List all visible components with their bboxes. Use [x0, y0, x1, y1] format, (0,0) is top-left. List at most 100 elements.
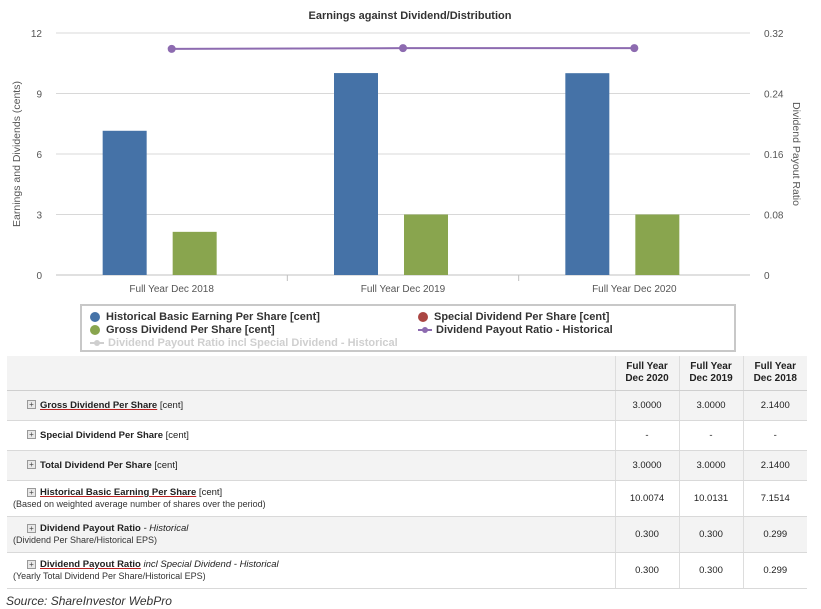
eps-bar	[565, 73, 610, 275]
table-cell: 0.300	[678, 516, 743, 553]
table-cell: 0.300	[614, 552, 679, 589]
y-tick-label: 6	[36, 150, 42, 161]
table-cell: 0.300	[678, 552, 743, 589]
column-header-dec-2020: Full Year Dec 2020	[614, 356, 679, 391]
row-label: + Gross Dividend Per Share [cent]	[7, 390, 615, 421]
y-tick-label: 0	[36, 271, 42, 282]
chart-legend: Historical Basic Earning Per Share [cent…	[80, 304, 736, 352]
legend-item-eps[interactable]: Historical Basic Earning Per Share [cent…	[90, 311, 320, 323]
row-suffix: [cent]	[157, 399, 184, 411]
table-cell: -	[614, 420, 679, 451]
table-cell: -	[742, 420, 807, 451]
chart-title: Earnings against Dividend/Distribution	[309, 10, 512, 22]
legend-item-payout-ratio[interactable]: Dividend Payout Ratio - Historical	[418, 324, 613, 336]
legend-payout-label: Dividend Payout Ratio - Historical	[436, 324, 613, 336]
row-subtext: (Dividend Per Share/Historical EPS)	[13, 535, 158, 545]
legend-payout-incl-line-icon	[90, 338, 104, 348]
payout-ratio-point	[399, 44, 407, 53]
earnings-dividend-chart: Earnings against Dividend/Distribution 0 3…	[11, 10, 802, 295]
table-row: + Total Dividend Per Share [cent] 3.0000 3.…	[7, 450, 807, 481]
expand-plus-icon[interactable]: +	[27, 430, 36, 440]
row-name[interactable]: Dividend Payout Ratio	[40, 523, 141, 534]
y-tick-label: 9	[36, 90, 42, 101]
row-label: + Historical Basic Earning Per Share [cen…	[7, 480, 615, 517]
y2-tick-label: 0.08	[764, 211, 784, 222]
y2-tick-label: 0.16	[764, 150, 784, 161]
gross-dividend-bar	[635, 214, 680, 275]
y-tick-label: 3	[36, 211, 42, 222]
source-note: Source: ShareInvestor WebPro	[6, 594, 172, 608]
column-header-dec-2019: Full Year Dec 2019	[678, 356, 743, 391]
table-cell: 0.299	[742, 516, 807, 553]
table-cell: 3.0000	[614, 390, 679, 421]
eps-bar	[102, 130, 147, 275]
row-label: + Total Dividend Per Share [cent]	[7, 450, 615, 481]
legend-payout-incl-label: Dividend Payout Ratio incl Special Divid…	[108, 337, 398, 349]
row-name[interactable]: Special Dividend Per Share	[40, 429, 164, 441]
table-cell: 2.1400	[742, 390, 807, 421]
table-row: + Dividend Payout Ratio - Historical (Divi…	[7, 516, 807, 553]
table-cell: 7.1514	[742, 480, 807, 517]
legend-special-label: Special Dividend Per Share [cent]	[434, 311, 610, 323]
y-axis-title: Earnings and Dividends (cents)	[11, 81, 23, 227]
table-cell: 3.0000	[614, 450, 679, 481]
x-tick-label: Full Year Dec 2020	[592, 284, 677, 295]
x-tick-label: Full Year Dec 2018	[129, 284, 214, 295]
y2-tick-label: 0.24	[764, 90, 784, 101]
table-header-label	[7, 356, 615, 391]
table-cell: 10.0131	[678, 480, 743, 517]
y2-tick-label: 0.32	[764, 29, 784, 40]
legend-item-payout-incl-special[interactable]: Dividend Payout Ratio incl Special Divid…	[90, 337, 398, 349]
row-suffix: [cent]	[196, 487, 223, 498]
legend-special-dot-icon	[418, 312, 428, 322]
table-row: + Special Dividend Per Share [cent] - - -	[7, 420, 807, 451]
legend-gross-dot-icon	[90, 325, 100, 335]
eps-bar	[334, 73, 378, 275]
table-cell: 10.0074	[614, 480, 679, 517]
table-row: + Dividend Payout Ratio incl Special Divi…	[7, 552, 807, 589]
row-name[interactable]: Historical Basic Earning Per Share	[40, 487, 197, 498]
table-cell: -	[678, 420, 743, 451]
table-row: + Historical Basic Earning Per Share [cen…	[7, 480, 807, 517]
x-tick-label: Full Year Dec 2019	[361, 284, 446, 295]
row-suffix: [cent]	[163, 429, 189, 441]
expand-plus-icon[interactable]: +	[27, 400, 36, 410]
dividend-table: Full Year Dec 2020 Full Year Dec 2019 Full…	[7, 356, 807, 589]
row-subtext: (Based on weighted average number of sha…	[13, 499, 266, 509]
legend-gross-label: Gross Dividend Per Share [cent]	[106, 324, 275, 336]
legend-eps-label: Historical Basic Earning Per Share [cent…	[106, 311, 320, 323]
column-header-dec-2018: Full Year Dec 2018	[742, 356, 807, 391]
row-name[interactable]: Dividend Payout Ratio	[40, 559, 141, 570]
row-label: + Dividend Payout Ratio - Historical (Divi…	[7, 516, 615, 553]
table-cell: 3.0000	[678, 450, 743, 481]
expand-plus-icon[interactable]: +	[27, 487, 36, 497]
gross-dividend-bar	[172, 231, 217, 275]
row-label: + Special Dividend Per Share [cent]	[7, 420, 615, 451]
row-name[interactable]: Total Dividend Per Share	[40, 459, 152, 471]
legend-item-gross-dividend[interactable]: Gross Dividend Per Share [cent]	[90, 324, 275, 336]
legend-item-special-dividend[interactable]: Special Dividend Per Share [cent]	[418, 311, 609, 323]
table-header-row: Full Year Dec 2020 Full Year Dec 2019 Full…	[7, 356, 807, 391]
gross-dividend-bar	[404, 214, 448, 275]
row-name[interactable]: Gross Dividend Per Share	[40, 399, 158, 411]
table-cell: 0.299	[742, 552, 807, 589]
y2-axis-title: Dividend Payout Ratio	[790, 102, 802, 206]
table-cell: 3.0000	[678, 390, 743, 421]
legend-eps-dot-icon	[90, 312, 100, 322]
row-suffix: [cent]	[151, 459, 178, 471]
payout-ratio-point	[167, 44, 176, 53]
row-subtext: (Yearly Total Dividend Per Share/Histori…	[13, 571, 206, 581]
table-cell: 2.1400	[742, 450, 807, 481]
row-suffix: incl Special Dividend - Historical	[140, 559, 279, 570]
table-cell: 0.300	[614, 516, 679, 553]
row-label: + Dividend Payout Ratio incl Special Divi…	[7, 552, 615, 589]
y2-tick-label: 0	[764, 271, 770, 282]
legend-payout-line-icon	[418, 325, 432, 335]
expand-plus-icon[interactable]: +	[27, 559, 36, 569]
expand-plus-icon[interactable]: +	[27, 523, 36, 533]
expand-plus-icon[interactable]: +	[27, 460, 36, 470]
payout-ratio-point	[630, 44, 639, 53]
row-suffix: - Historical	[140, 523, 189, 534]
table-row: + Gross Dividend Per Share [cent] 3.0000 3.…	[7, 390, 807, 421]
y-tick-label: 12	[31, 29, 43, 40]
